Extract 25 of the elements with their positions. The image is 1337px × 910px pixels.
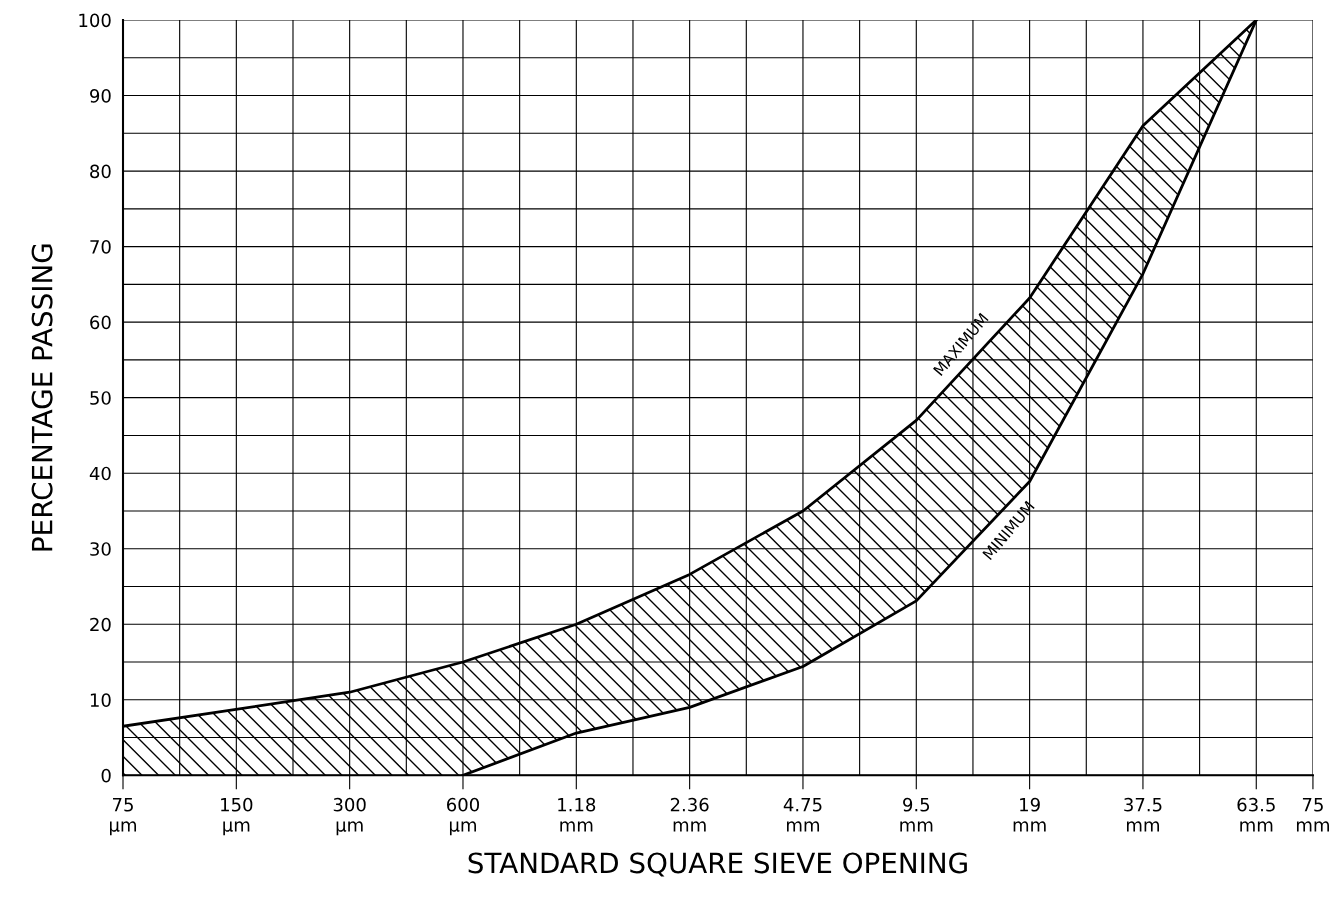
x-tick-label: 37.5 mm	[1124, 797, 1162, 832]
x-tick-label: 9.5 mm	[900, 797, 933, 832]
y-tick-label: 70	[90, 240, 111, 254]
x-tick-label: 1.18 mm	[558, 797, 596, 832]
x-tick-label: 63.5 mm	[1237, 797, 1275, 832]
y-tick-label: 50	[90, 391, 111, 405]
x-tick-label: 2.36 mm	[670, 797, 709, 832]
x-tick-label: 300 µm	[333, 797, 366, 836]
x-tick-label: 75 mm	[1296, 798, 1329, 832]
x-tick-label: 75 µm	[110, 798, 137, 836]
x-axis-title: STANDARD SQUARE SIEVE OPENING	[468, 852, 967, 877]
y-tick-label: 0	[101, 768, 111, 783]
y-tick-label: 90	[90, 89, 111, 103]
x-tick-label: 150 µm	[221, 797, 253, 836]
y-tick-label: 60	[90, 315, 111, 330]
y-tick-label: 100	[79, 13, 111, 28]
y-tick-label: 30	[90, 542, 111, 556]
x-tick-label: 600 µm	[447, 797, 480, 836]
y-axis-title: PERCENTAGE PASSING	[31, 244, 53, 551]
x-tick-label: 19 mm	[1013, 797, 1046, 832]
y-tick-label: 80	[90, 164, 111, 179]
y-tick-label: 20	[90, 617, 111, 632]
x-tick-label: 4.75 mm	[783, 798, 822, 832]
y-tick-label: 40	[89, 466, 111, 481]
y-tick-label: 10	[90, 693, 111, 707]
